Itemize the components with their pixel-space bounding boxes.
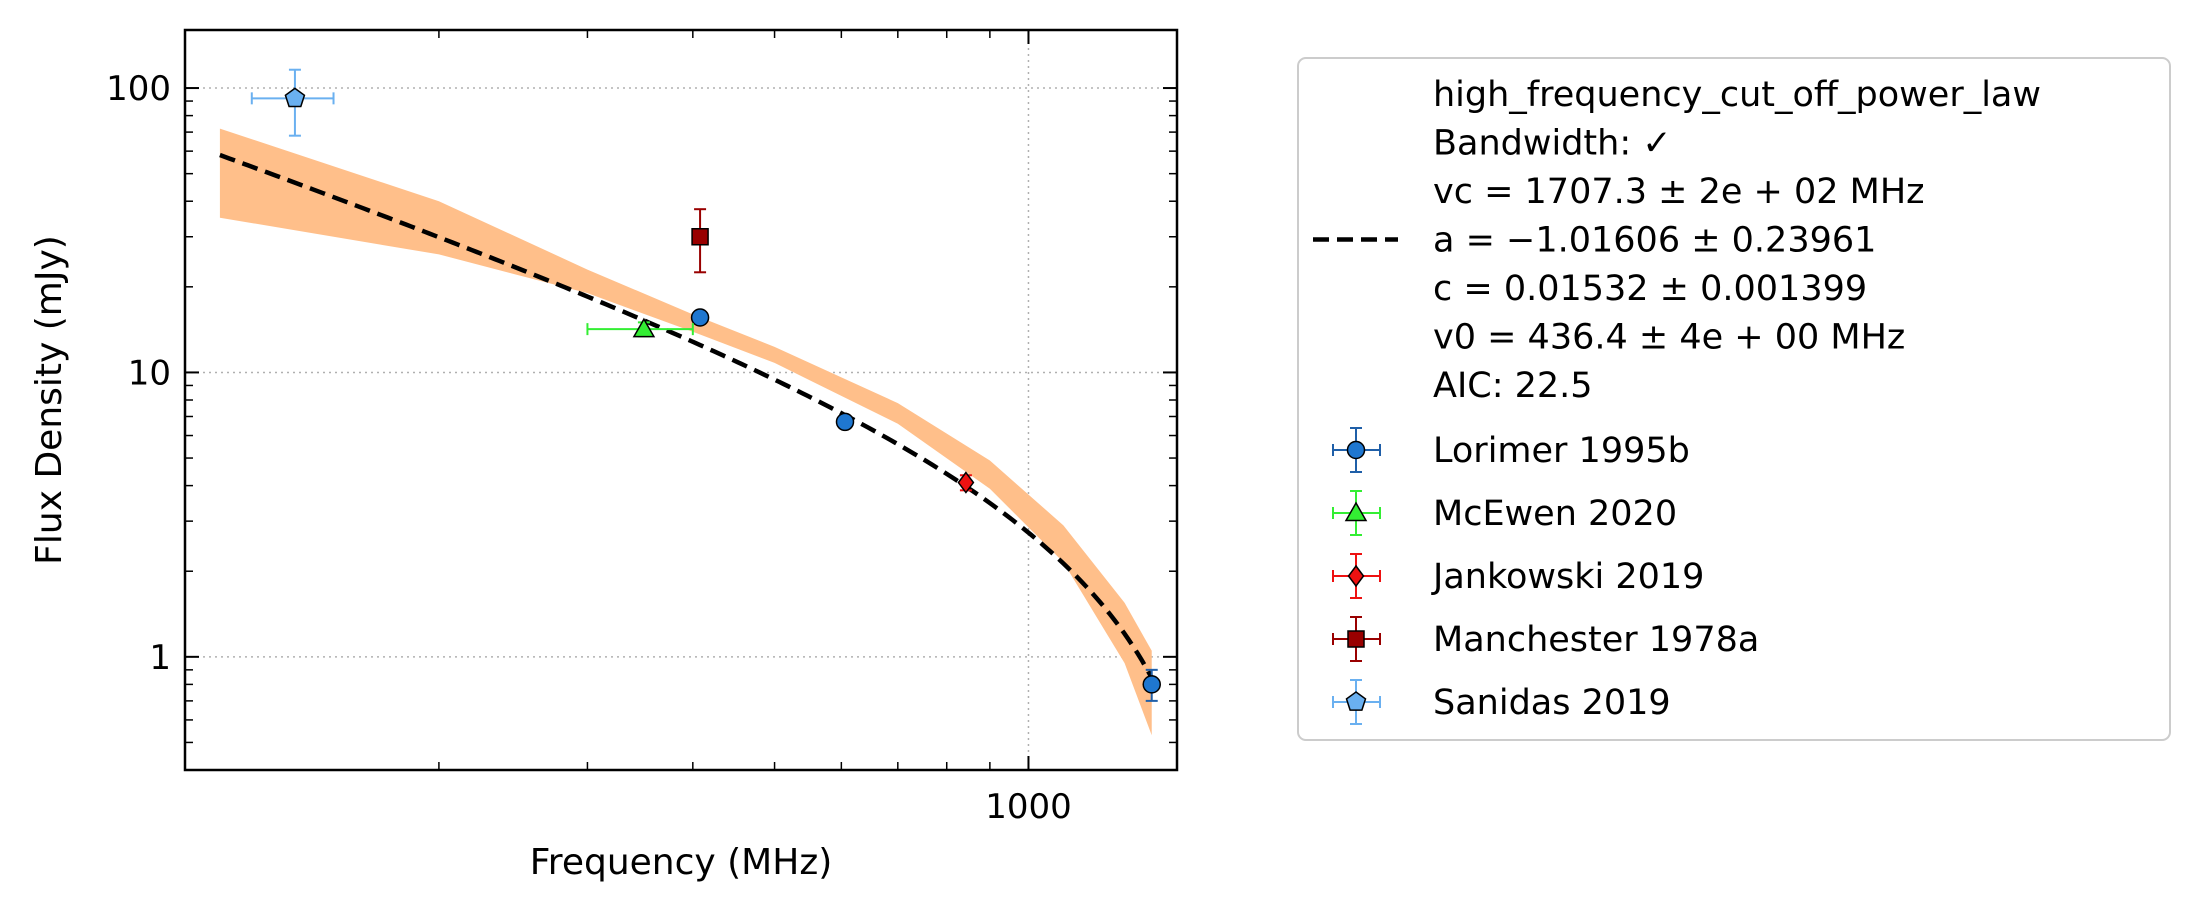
legend-entry-label: Manchester 1978a — [1433, 620, 1759, 660]
legend-fit-entry: high_frequency_cut_off_power_law Bandwidt… — [1313, 75, 2041, 406]
legend-fit-line: Bandwidth: ✓ — [1433, 124, 1672, 164]
legend-entry-label: Sanidas 2019 — [1433, 683, 1671, 723]
plot-frame — [183, 28, 1179, 772]
data-point — [690, 308, 710, 327]
data-points — [250, 68, 1161, 702]
series-sanidas-2019 — [250, 68, 335, 137]
axis-ticks — [185, 30, 1177, 770]
data-point — [284, 87, 306, 108]
legend-entry: Lorimer 1995b — [1332, 427, 1690, 473]
x-tick-label: 1000 — [985, 787, 1072, 827]
legend-entry: Manchester 1978a — [1332, 616, 1759, 662]
legend-marker — [1347, 564, 1365, 588]
legend-entry-label: McEwen 2020 — [1433, 494, 1677, 534]
fit-band-area — [219, 128, 1152, 736]
series-lorimer-1995b — [690, 308, 1161, 702]
fit-line — [219, 152, 1154, 679]
y-tick-label: 100 — [106, 69, 171, 109]
data-point — [835, 412, 855, 432]
legend-frame — [1297, 57, 2171, 741]
series-manchester-1978a — [691, 208, 709, 274]
legend-entry: Jankowski 2019 — [1332, 553, 1704, 599]
legend-fit-line: high_frequency_cut_off_power_law — [1433, 75, 2041, 115]
legend-marker — [1344, 501, 1368, 522]
data-point — [1142, 675, 1161, 694]
legend-fit-line: AIC: 22.5 — [1433, 366, 1593, 406]
legend-entry: McEwen 2020 — [1332, 490, 1677, 536]
series-mcewen-2020 — [586, 317, 694, 338]
y-tick-label: 10 — [128, 353, 171, 393]
legend-entry: Sanidas 2019 — [1332, 679, 1671, 725]
legend-fit-line: vc = 1707.3 ± 2e + 02 MHz — [1433, 172, 1925, 212]
series-jankowski-2019 — [957, 471, 975, 494]
legend-fit-line: v0 = 436.4 ± 4e + 00 MHz — [1433, 318, 1905, 358]
legend-fit-line: a = −1.01606 ± 0.23961 — [1433, 221, 1876, 261]
data-point — [957, 471, 975, 494]
y-axis-label: Flux Density (mJy) — [29, 235, 70, 565]
fit-uncertainty-band — [219, 128, 1152, 736]
legend-fit-line: c = 0.01532 ± 0.001399 — [1433, 269, 1867, 309]
legend-entry-label: Lorimer 1995b — [1433, 431, 1690, 471]
legend-marker — [1345, 691, 1367, 711]
x-axis-label: Frequency (MHz) — [530, 842, 833, 883]
legend: high_frequency_cut_off_power_law Bandwidt… — [1297, 57, 2171, 741]
fit-curve — [219, 152, 1154, 679]
legend-marker — [1347, 630, 1365, 648]
legend-marker — [1346, 440, 1366, 460]
y-tick-label: 1 — [149, 638, 171, 678]
data-point — [691, 228, 709, 246]
legend-series-entries: Lorimer 1995b McEwen 2020 Jankowski 2019 Ma… — [1332, 427, 1759, 725]
legend-entry-label: Jankowski 2019 — [1431, 557, 1704, 597]
tick-labels: 1 10 100 1000 — [106, 69, 1072, 827]
grid-lines — [185, 30, 1177, 770]
data-point — [632, 317, 656, 338]
